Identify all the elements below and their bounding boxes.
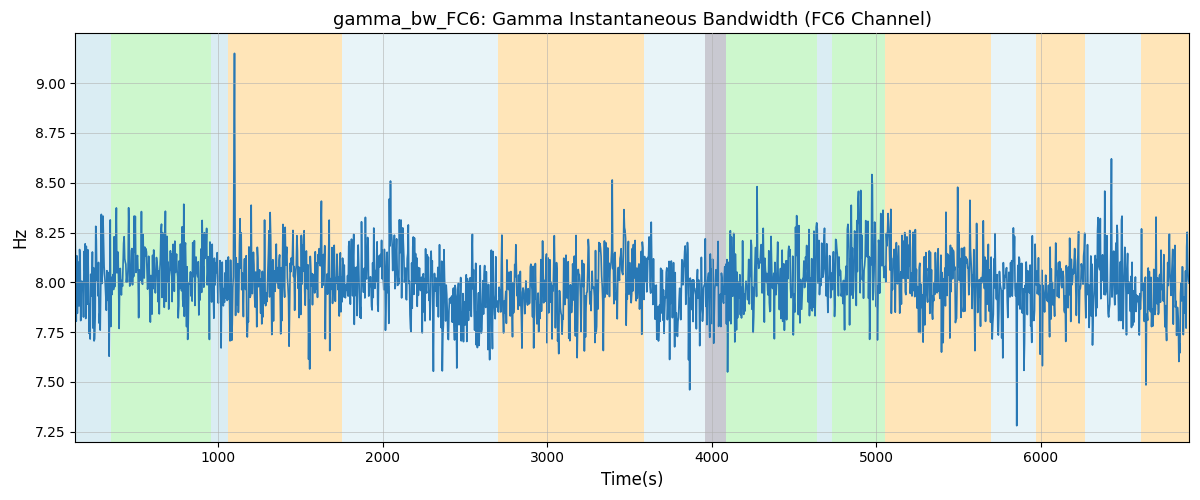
Bar xyxy=(211,34,228,442)
Bar xyxy=(342,34,498,442)
Bar xyxy=(228,34,342,442)
Bar xyxy=(1141,34,1189,442)
Bar xyxy=(644,34,706,442)
Bar xyxy=(817,34,832,442)
Bar xyxy=(832,34,884,442)
Bar xyxy=(1085,34,1141,442)
Bar xyxy=(726,34,817,442)
Bar xyxy=(110,34,211,442)
Bar xyxy=(1036,34,1085,442)
Bar xyxy=(884,34,991,442)
Y-axis label: Hz: Hz xyxy=(11,227,29,248)
Bar xyxy=(498,34,644,442)
Title: gamma_bw_FC6: Gamma Instantaneous Bandwidth (FC6 Channel): gamma_bw_FC6: Gamma Instantaneous Bandwi… xyxy=(332,11,931,30)
Bar xyxy=(706,34,726,442)
Bar xyxy=(991,34,1036,442)
Bar xyxy=(76,34,110,442)
X-axis label: Time(s): Time(s) xyxy=(601,471,664,489)
